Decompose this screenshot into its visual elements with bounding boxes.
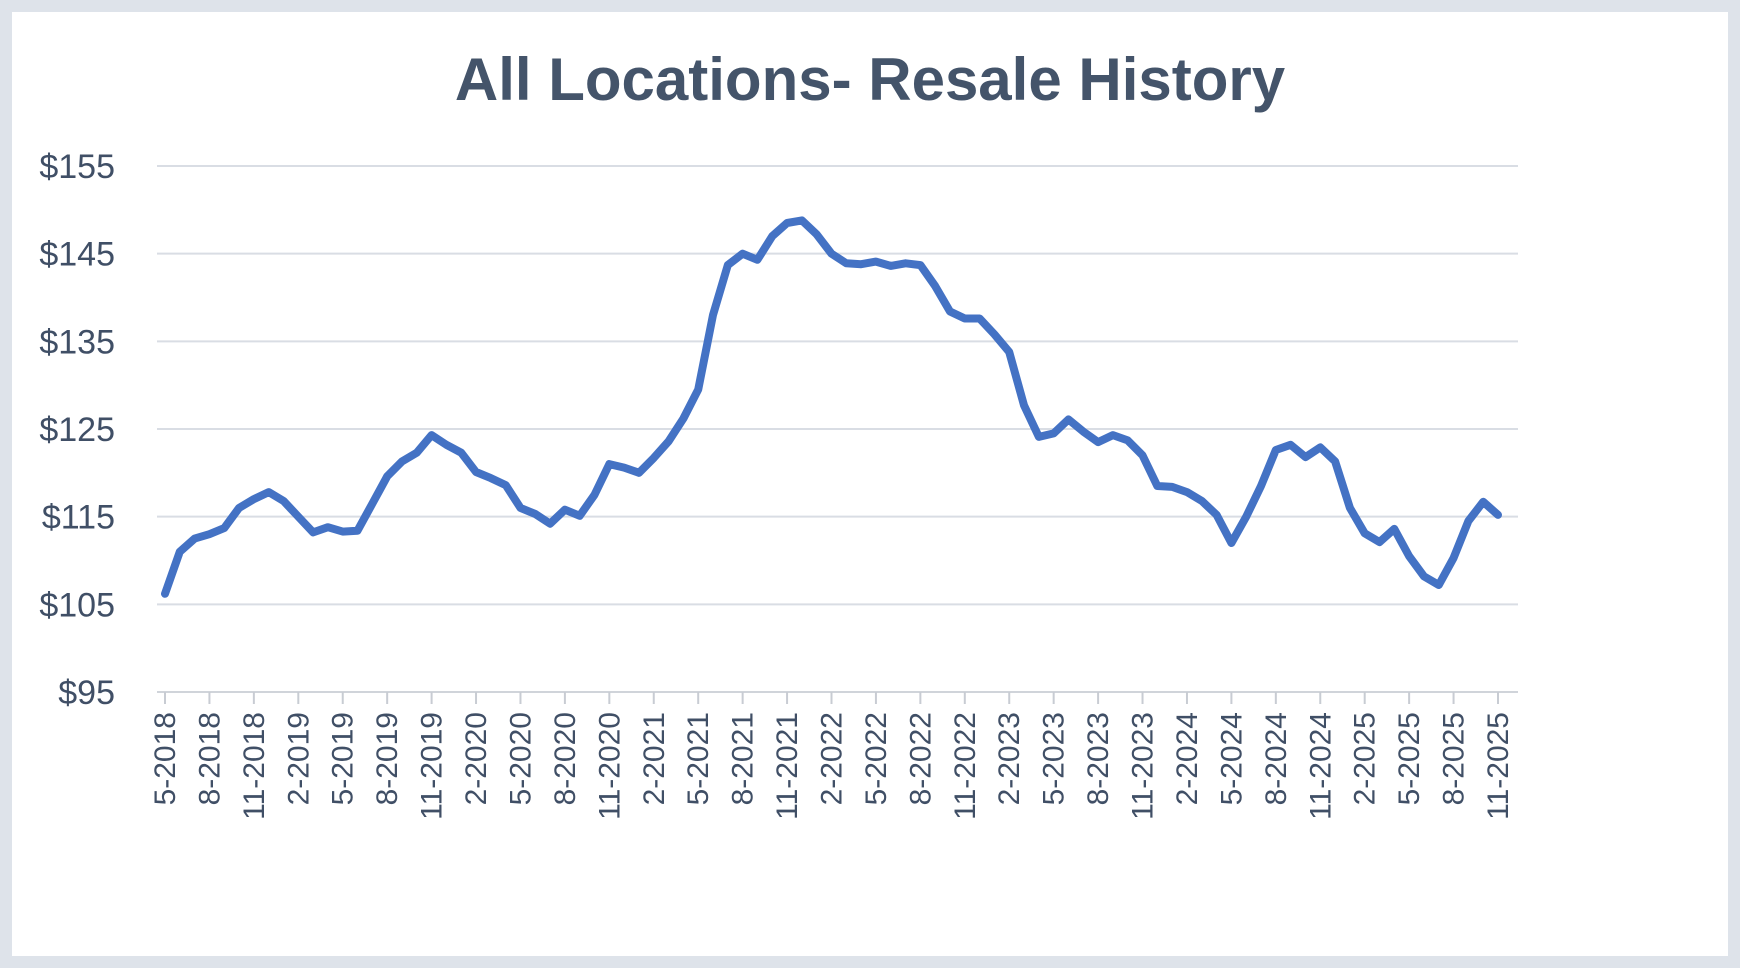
x-tick-label: 2-2019: [282, 712, 315, 805]
chart-title: All Locations- Resale History: [455, 46, 1286, 113]
x-tick-label: 11-2020: [593, 712, 626, 820]
x-tick-label: 2-2020: [460, 712, 493, 805]
gridlines: [157, 165, 1518, 606]
series-layer: [161, 216, 1502, 598]
y-tick-label: $145: [39, 236, 115, 274]
x-tick-label: 2-2022: [816, 712, 849, 805]
x-tick-label: 5-2021: [682, 712, 715, 805]
x-tick-label: 11-2022: [949, 712, 982, 820]
chart-frame: All Locations- Resale History $95 $105 $11…: [12, 12, 1728, 956]
line-chart: All Locations- Resale History $95 $105 $11…: [39, 46, 1518, 820]
x-tick-label: 11-2021: [771, 712, 804, 820]
x-tick-label: 5-2024: [1215, 712, 1248, 805]
x-tick-label: 8-2020: [549, 712, 582, 805]
x-tick-label: 8-2018: [193, 712, 226, 805]
y-axis-ticks: $95 $105 $115 $125 $135 $145 $155: [39, 148, 115, 712]
y-tick-label: $105: [39, 586, 115, 624]
x-tick-label: 2-2021: [638, 712, 671, 805]
x-tick-label: 11-2019: [416, 712, 449, 820]
x-tick-label: 8-2023: [1082, 712, 1115, 805]
x-tick-label: 5-2022: [860, 712, 893, 805]
x-tick-label: 11-2023: [1127, 712, 1160, 820]
y-tick-label: $135: [39, 323, 115, 361]
x-tick-label: 2-2024: [1171, 712, 1204, 805]
y-tick-label: $115: [42, 499, 115, 537]
y-tick-label: $125: [39, 411, 115, 449]
x-tick-label: 5-2023: [1038, 712, 1071, 805]
x-tick-label: 11-2025: [1482, 712, 1515, 820]
x-tick-label: 5-2018: [149, 712, 182, 805]
x-tick-label: 8-2025: [1438, 712, 1471, 805]
series-line: [161, 216, 1502, 598]
x-tick-label: 8-2024: [1260, 712, 1293, 805]
x-tick-label: 5-2020: [504, 712, 537, 805]
x-tick-label: 8-2019: [371, 712, 404, 805]
x-tick-label: 8-2021: [727, 712, 760, 805]
x-axis: 5-2018 8-2018 11-2018 2-2019 5-2019 8-2019 11-…: [149, 691, 1518, 820]
y-tick-label: $95: [58, 674, 115, 712]
y-tick-label: $155: [39, 148, 115, 186]
x-tick-label: 8-2022: [904, 712, 937, 805]
x-tick-label: 5-2019: [327, 712, 360, 805]
x-tick-label: 11-2018: [238, 712, 271, 820]
x-tick-label: 2-2023: [993, 712, 1026, 805]
x-tick-label: 2-2025: [1349, 712, 1382, 805]
x-tick-label: 5-2025: [1393, 712, 1426, 805]
x-tick-label: 11-2024: [1304, 712, 1337, 820]
